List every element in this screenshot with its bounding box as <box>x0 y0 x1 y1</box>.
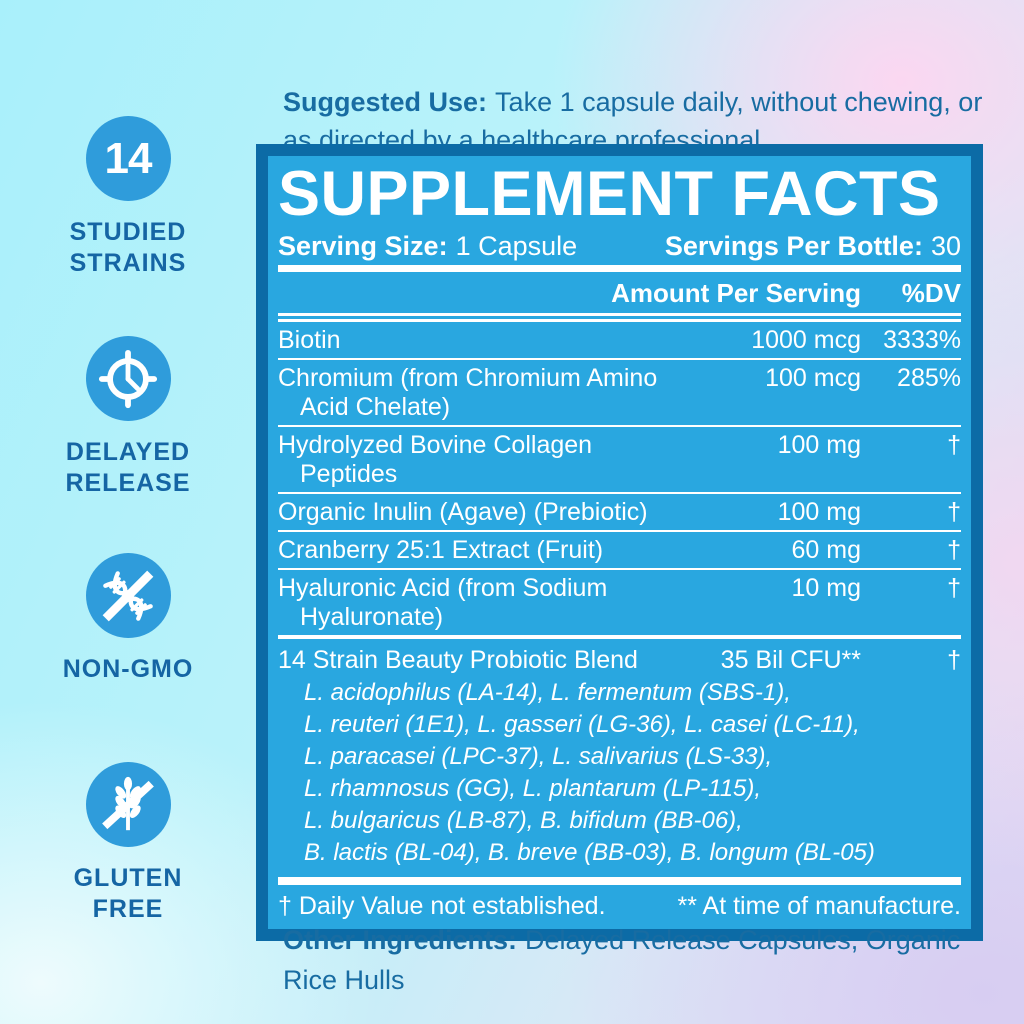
table-row: Hydrolyzed Bovine Collagen Peptides 100 … <box>278 427 961 494</box>
strain-line: L. paracasei (LPC-37), L. salivarius (LS… <box>304 743 773 770</box>
other-ingredients-body: Delayed Release Capsules, Organic Rice H… <box>283 925 961 995</box>
badge-studied-strains: 14 STUDIED STRAINS <box>36 116 220 279</box>
divider-double <box>278 313 961 322</box>
ingredient-name: Chromium (from Chromium Amino Acid Chela… <box>278 364 658 421</box>
wheat-slash-icon <box>85 762 171 847</box>
header-amount-per-serving: Amount Per Serving <box>611 278 861 308</box>
header-dv: %DV <box>901 278 961 308</box>
badge-label: STRAINS <box>69 249 187 277</box>
servings-value: 30 <box>930 231 961 261</box>
other-ingredients-text: Other Ingredients: Delayed Release Capsul… <box>283 920 989 1000</box>
table-row: Hyaluronic Acid (from Sodium Hyaluronate… <box>278 570 961 635</box>
serving-size-label: Serving Size: <box>278 231 448 261</box>
badge-non-gmo: NON-GMO <box>36 553 220 685</box>
badge-label: DELAYED <box>65 438 191 466</box>
ingredient-amount: 100 mg <box>777 431 861 459</box>
badge-label: GLUTEN <box>73 864 183 892</box>
ingredient-amount: 10 mg <box>791 574 861 602</box>
footnotes-row: † Daily Value not established. ** At tim… <box>278 889 961 923</box>
table-header-row: Amount Per Serving %DV <box>278 274 961 313</box>
strain-count: 14 <box>104 133 153 183</box>
ingredient-amount: 1000 mcg <box>751 326 861 354</box>
ingredient-dv: 3333% <box>883 326 961 354</box>
suggested-use-label: Suggested Use: <box>283 87 488 117</box>
ingredient-name: Cranberry 25:1 Extract (Fruit) <box>278 536 604 564</box>
servings-per-bottle: Servings Per Bottle: 30 <box>665 230 961 262</box>
ingredient-amount: 60 mg <box>791 536 861 564</box>
ingredient-name: Organic Inulin (Agave) (Prebiotic) <box>278 498 648 526</box>
strain-line: L. acidophilus (LA-14), L. fermentum (SB… <box>304 679 791 706</box>
ingredient-amount: 100 mcg <box>765 364 861 392</box>
badge-gluten-free: GLUTEN FREE <box>36 762 220 925</box>
servings-label: Servings Per Bottle: <box>664 231 923 261</box>
badge-label: NON-GMO <box>62 655 194 683</box>
table-row: Organic Inulin (Agave) (Prebiotic) 100 m… <box>278 494 961 532</box>
divider-blend <box>278 635 961 639</box>
divider-bottom <box>278 877 961 885</box>
blend-dv: † <box>947 646 961 674</box>
blend-name: 14 Strain Beauty Probiotic Blend <box>278 646 638 674</box>
serving-size: Serving Size: 1 Capsule <box>278 230 577 262</box>
badge-label: FREE <box>92 895 164 923</box>
ingredient-dv: † <box>947 431 961 459</box>
clock-icon <box>85 336 171 421</box>
ingredient-dv: † <box>947 574 961 602</box>
header-spacer <box>278 278 501 308</box>
badge-delayed-release: DELAYED RELEASE <box>36 336 220 499</box>
table-row: Biotin 1000 mcg 3333% <box>278 322 961 360</box>
badge-label: STUDIED <box>69 218 187 246</box>
strain-line: L. bulgaricus (LB-87), B. bifidum (BB-06… <box>304 807 743 834</box>
strain-count-badge: 14 <box>85 116 171 201</box>
blend-amount: 35 Bil CFU** <box>720 646 861 674</box>
ingredient-dv: † <box>947 536 961 564</box>
footnote-dagger: † Daily Value not established. <box>278 892 606 920</box>
blend-row: 14 Strain Beauty Probiotic Blend 35 Bil … <box>278 639 961 677</box>
serving-info-row: Serving Size: 1 Capsule Servings Per Bott… <box>278 230 961 262</box>
ingredient-amount: 100 mg <box>777 498 861 526</box>
table-row: Cranberry 25:1 Extract (Fruit) 60 mg † <box>278 532 961 570</box>
footnote-asterisk: ** At time of manufacture. <box>677 892 961 920</box>
ingredient-dv: 285% <box>897 364 961 392</box>
ingredient-name: Hydrolyzed Bovine Collagen Peptides <box>278 431 593 488</box>
ingredient-dv: † <box>947 498 961 526</box>
strain-line: L. reuteri (1E1), L. gasseri (LG-36), L.… <box>304 711 860 738</box>
divider-thick <box>278 265 961 272</box>
panel-title: SUPPLEMENT FACTS <box>278 159 941 229</box>
ingredient-name: Hyaluronic Acid (from Sodium Hyaluronate… <box>278 574 608 631</box>
serving-size-value: 1 Capsule <box>455 231 578 261</box>
table-row: Chromium (from Chromium Amino Acid Chela… <box>278 360 961 427</box>
dna-slash-icon <box>85 553 171 638</box>
badge-label: RELEASE <box>65 469 191 497</box>
strain-line: B. lactis (BL-04), B. breve (BB-03), B. … <box>304 839 875 866</box>
other-ingredients-label: Other Ingredients: <box>283 925 518 955</box>
supplement-facts-panel: SUPPLEMENT FACTS Serving Size: 1 Capsule … <box>256 144 983 941</box>
strain-line: L. rhamnosus (GG), L. plantarum (LP-115)… <box>304 775 762 802</box>
ingredient-name: Biotin <box>278 326 341 354</box>
